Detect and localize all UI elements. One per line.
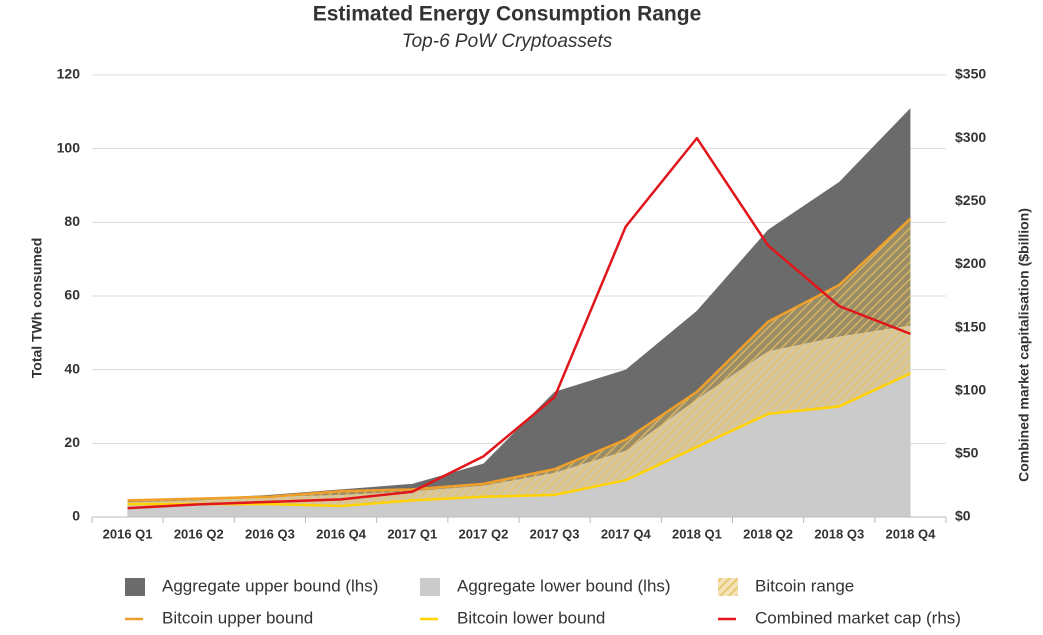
x-tick-label: 2016 Q1 (103, 526, 153, 541)
band-area (127, 218, 911, 506)
line (127, 372, 911, 508)
line (127, 217, 912, 502)
y2-tick-label: $300 (955, 129, 986, 145)
x-tick-label: 2018 Q2 (743, 526, 793, 541)
y2-tick-label: $0 (955, 508, 971, 524)
x-tick-label: 2016 Q3 (245, 526, 295, 541)
y-tick-label: 60 (64, 287, 80, 303)
x-tick-label: 2016 Q4 (316, 526, 367, 541)
x-tick-label: 2018 Q4 (885, 526, 936, 541)
x-tick-label: 2017 Q3 (530, 526, 580, 541)
y-tick-label: 80 (64, 213, 80, 229)
line (127, 136, 911, 510)
x-tick-label: 2016 Q2 (174, 526, 224, 541)
y2-tick-label: $100 (955, 381, 986, 397)
legend-label: Aggregate lower bound (lhs) (457, 576, 671, 595)
legend-swatch (420, 578, 440, 596)
y2-tick-label: $50 (955, 445, 979, 461)
legend-label: Bitcoin upper bound (162, 608, 313, 627)
chart-title: Estimated Energy Consumption Range (313, 3, 702, 26)
x-tick-label: 2018 Q3 (814, 526, 864, 541)
legend-label: Combined market cap (rhs) (755, 608, 961, 627)
chart-subtitle: Top-6 PoW Cryptoassets (402, 31, 613, 52)
legend-label: Bitcoin lower bound (457, 608, 605, 627)
y-axis-label: Total TWh consumed (29, 238, 45, 379)
legend-label: Bitcoin range (755, 576, 854, 595)
legend-swatch (125, 578, 145, 596)
y-tick-label: 40 (64, 360, 80, 376)
y2-tick-label: $250 (955, 192, 986, 208)
y2-tick-label: $200 (955, 255, 986, 271)
y-tick-label: 0 (72, 508, 80, 524)
y2-axis-label: Combined market capitalisation ($billion… (1016, 208, 1032, 482)
x-tick-label: 2017 Q2 (458, 526, 508, 541)
y-tick-label: 120 (57, 66, 81, 82)
x-tick-label: 2018 Q1 (672, 526, 722, 541)
y-tick-label: 20 (64, 434, 80, 450)
y-tick-label: 100 (57, 139, 81, 155)
y2-tick-label: $150 (955, 318, 986, 334)
x-tick-label: 2017 Q4 (601, 526, 652, 541)
legend-label: Aggregate upper bound (lhs) (162, 576, 378, 595)
legend-swatch (718, 578, 738, 596)
x-tick-label: 2017 Q1 (387, 526, 437, 541)
y2-tick-label: $350 (955, 66, 986, 82)
area (127, 325, 911, 517)
